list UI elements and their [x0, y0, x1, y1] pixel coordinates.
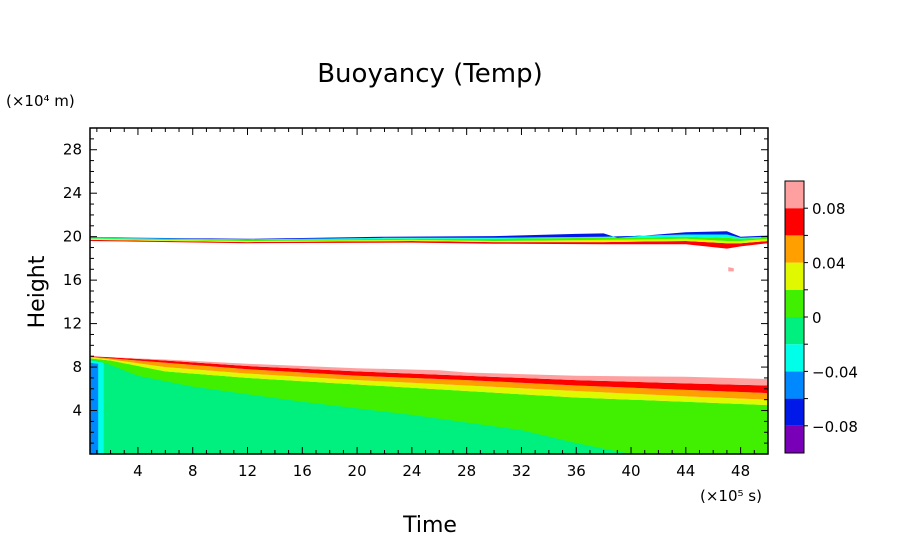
y-tick-label: 16 [63, 271, 82, 289]
x-tick-label: 48 [731, 462, 750, 480]
colorbar-level [785, 289, 804, 317]
chart-title: Buoyancy (Temp) [317, 59, 543, 89]
x-tick-label: 40 [621, 462, 640, 480]
region-bottom-spring-green [90, 358, 631, 454]
colorbar-level [785, 181, 804, 209]
plot-fill-regions [90, 231, 768, 454]
colorbar-tick-label: −0.04 [812, 363, 858, 381]
colorbar-level [785, 235, 804, 263]
colorbar-tick-label: 0.04 [812, 255, 845, 273]
colorbar-tick-label: 0.08 [812, 200, 845, 218]
x-axis-unit: (×10⁵ s) [700, 487, 762, 505]
region-upper-cyan [90, 234, 768, 240]
region-lower-pink [90, 356, 768, 386]
x-axis-ticks: 4 8 12 16 20 24 28 32 36 40 44 48 [96, 128, 769, 480]
colorbar-level [785, 317, 804, 345]
x-axis-label: Time [402, 513, 457, 538]
colorbar-level [785, 262, 804, 290]
region-upper-red [90, 239, 768, 249]
region-pink-dot [728, 267, 734, 272]
colorbar-level [785, 371, 804, 399]
colorbar-level [785, 208, 804, 236]
x-tick-label: 24 [402, 462, 421, 480]
x-tick-label: 8 [188, 462, 198, 480]
x-tick-label: 20 [348, 462, 367, 480]
y-tick-label: 12 [63, 315, 82, 333]
colorbar-ticks: 0.08 0.04 0 −0.04 −0.08 [804, 200, 858, 436]
x-tick-label: 32 [512, 462, 531, 480]
y-tick-label: 8 [72, 358, 82, 376]
region-lower-orange [90, 356, 768, 400]
y-axis-label: Height [25, 255, 50, 328]
y-tick-label: 24 [63, 184, 82, 202]
region-upper-yellow [90, 238, 768, 244]
y-axis-unit: (×10⁴ m) [6, 92, 75, 110]
colorbar-tick-label: 0 [812, 309, 822, 327]
x-tick-label: 44 [676, 462, 695, 480]
x-tick-label: 4 [133, 462, 143, 480]
region-upper-blue [90, 231, 768, 240]
colorbar [784, 180, 805, 454]
y-tick-label: 4 [72, 402, 82, 420]
y-axis-ticks: 4 8 12 16 20 24 28 [63, 138, 768, 444]
x-tick-label: 36 [567, 462, 586, 480]
x-tick-label: 16 [293, 462, 312, 480]
region-lower-yellow [90, 357, 768, 406]
y-tick-label: 20 [63, 228, 82, 246]
colorbar-level [785, 425, 804, 453]
region-upper-green [90, 236, 768, 241]
x-tick-label: 12 [238, 462, 257, 480]
colorbar-level [785, 398, 804, 426]
colorbar-tick-label: −0.08 [812, 418, 858, 436]
colorbar-level [785, 344, 804, 372]
region-left-azure-strip [90, 362, 99, 454]
x-tick-label: 28 [457, 462, 476, 480]
y-tick-label: 28 [63, 141, 82, 159]
region-lower-red [90, 356, 768, 394]
